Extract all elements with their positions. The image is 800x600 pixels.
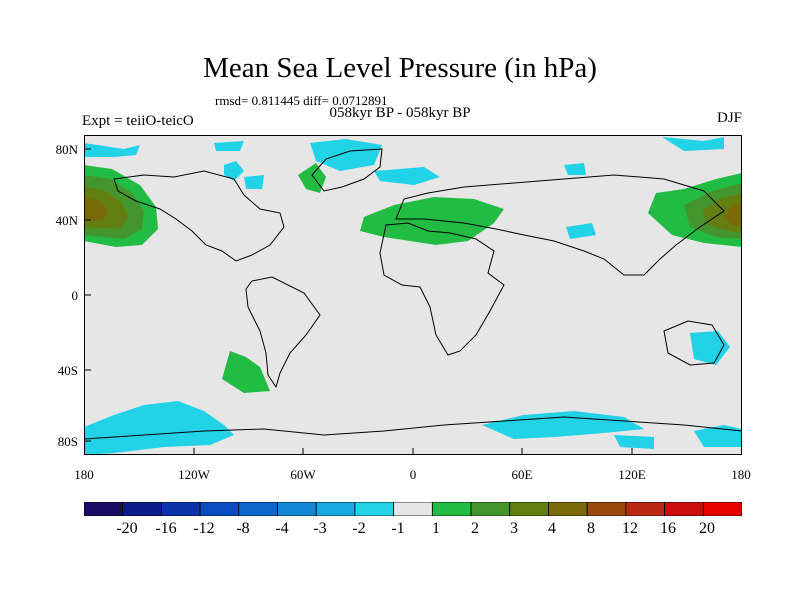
anomaly-antarctic-west	[84, 401, 234, 455]
colorbar-label: 1	[432, 520, 440, 537]
anomaly-south-pacific	[222, 351, 270, 393]
colorbar-swatch	[393, 502, 433, 516]
coast-eurasia	[395, 174, 725, 276]
colorbar-label: 16	[660, 520, 676, 537]
colorbar-swatch	[625, 502, 665, 516]
anomaly-antarctic-central	[614, 435, 654, 449]
colorbar-label: 4	[548, 520, 556, 537]
lon-tick-label: 60E	[511, 467, 533, 482]
colorbar-label: 12	[622, 520, 638, 537]
colorbar-swatch	[315, 502, 356, 516]
coast-antarctica	[84, 416, 742, 440]
anomaly-north-pacific-west	[84, 165, 158, 247]
colorbar-label: -12	[193, 520, 215, 537]
anomaly-arctic-west	[214, 141, 244, 151]
anomaly-europe	[360, 197, 504, 245]
coast-north-america	[113, 170, 285, 262]
coast-south-america	[245, 276, 321, 389]
lon-tick-label: 120E	[618, 467, 646, 482]
lat-tick-label: 80N	[55, 142, 78, 157]
colorbar-label: 2	[471, 520, 479, 537]
lat-tick-label: 40S	[57, 363, 78, 378]
colorbar-label: -3	[313, 520, 327, 537]
lon-tick-label: 180	[74, 467, 94, 482]
colorbar-swatch	[431, 502, 472, 516]
colorbar-swatch	[470, 502, 511, 516]
season-label: DJF	[716, 110, 742, 126]
anomaly-antarctic-east	[482, 411, 644, 439]
colorbar	[84, 502, 742, 516]
lon-tick-label: 180	[731, 467, 751, 482]
coast-greenland	[311, 148, 383, 192]
colorbar-swatch	[664, 502, 704, 516]
anomaly-hudson	[224, 161, 244, 181]
colorbar-label: -1	[391, 520, 405, 537]
axis-ticks	[84, 148, 633, 455]
lat-tick-label: 0	[71, 288, 79, 303]
colorbar-label: -4	[275, 520, 289, 537]
map-title: Mean Sea Level Pressure (in hPa)	[203, 52, 597, 84]
colorbar-swatch	[277, 502, 317, 516]
period-subtitle: 058kyr BP - 058kyr BP	[329, 105, 471, 121]
colorbar-label: 8	[587, 520, 595, 537]
colorbar-label: -16	[155, 520, 177, 537]
colorbar-swatch	[238, 502, 278, 516]
map-background	[84, 135, 742, 455]
lat-tick-label: 80S	[57, 434, 78, 449]
anomaly-labrador	[244, 175, 264, 189]
stats-text: rmsd= 0.811445 diff= 0.0712891	[215, 93, 388, 108]
lat-tick-label: 40N	[55, 213, 78, 228]
anomaly-greenland	[298, 163, 326, 193]
colorbar-swatch	[702, 502, 742, 516]
colorbar-label: -2	[352, 520, 366, 537]
anomaly-bering	[84, 143, 140, 157]
coastlines	[84, 148, 742, 440]
anomaly-arabian	[566, 223, 596, 239]
colorbar-swatch	[122, 502, 162, 516]
colorbar-swatch	[161, 502, 201, 516]
anomaly-australia	[690, 331, 730, 365]
anomaly-north-pacific-east	[648, 173, 742, 247]
colorbar-label: 20	[699, 520, 715, 537]
anomaly-arctic-canada	[310, 139, 382, 171]
coast-africa	[379, 222, 505, 356]
lon-tick-label: 120W	[178, 467, 210, 482]
anomaly-north-atlantic	[374, 167, 440, 185]
map-plot	[84, 135, 742, 455]
colorbar-swatch	[354, 502, 395, 516]
anomaly-siberia	[564, 163, 586, 175]
colorbar-swatch	[586, 502, 627, 516]
lon-tick-label: 60W	[290, 467, 316, 482]
colorbar-label: -20	[116, 520, 138, 537]
colorbar-swatch	[509, 502, 549, 516]
experiment-label: Expt = teiiO-teicO	[82, 113, 194, 129]
colorbar-swatch	[548, 502, 588, 516]
colorbar-label: -8	[236, 520, 250, 537]
anomaly-ross-sea	[694, 425, 742, 447]
colorbar-swatch	[199, 502, 240, 516]
lon-tick-label: 0	[409, 467, 417, 482]
coast-australia	[663, 320, 725, 366]
colorbar-swatch	[84, 502, 124, 516]
colorbar-label: 3	[510, 520, 518, 537]
anomaly-arctic-east	[662, 137, 724, 151]
